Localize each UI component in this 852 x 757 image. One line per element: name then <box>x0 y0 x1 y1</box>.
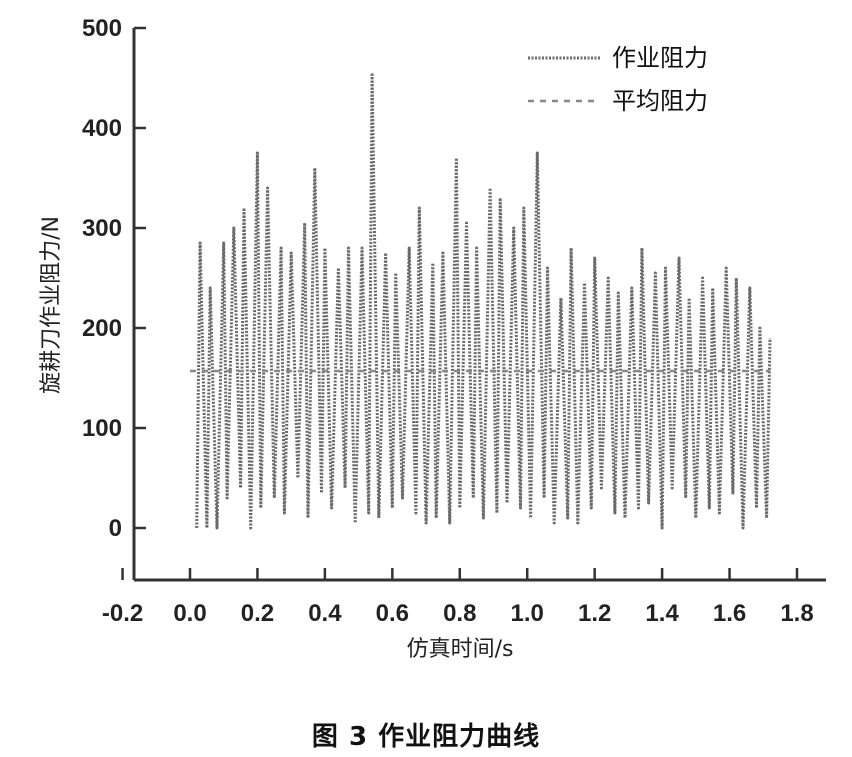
legend: 作业阻力 平均阻力 <box>528 44 708 115</box>
y-tick-label: 500 <box>82 15 122 42</box>
y-tick-label: 100 <box>82 415 122 442</box>
resistance-chart: 0 100 200 300 400 500 -0.2 0.0 0.2 0.4 0.6 0.8 1.0 1… <box>39 15 826 662</box>
x-axis-title: 仿真时间/s <box>407 637 514 662</box>
x-tick-label: 0.2 <box>241 600 274 627</box>
x-tick-label: 0.0 <box>173 600 206 627</box>
legend-label-operating-resistance: 作业阻力 <box>612 44 708 72</box>
x-tick-label: 1.2 <box>578 600 611 627</box>
y-ticks: 0 100 200 300 400 500 <box>82 15 146 542</box>
x-tick-label: 0.4 <box>308 600 342 627</box>
x-tick-label: 0.8 <box>443 600 476 627</box>
x-tick-label: 1.0 <box>511 600 544 627</box>
x-tick-label: 0.6 <box>376 600 409 627</box>
x-tick-label: -0.2 <box>102 600 143 627</box>
chart-axes <box>132 28 826 582</box>
y-tick-label: 400 <box>82 115 122 142</box>
legend-label-average-resistance: 平均阻力 <box>612 87 708 115</box>
plot-area <box>190 71 772 530</box>
x-tick-label: 1.6 <box>713 600 746 627</box>
x-tick-label: 1.8 <box>780 600 813 627</box>
x-tick-label: 1.4 <box>645 600 679 627</box>
y-tick-label: 300 <box>82 215 122 242</box>
figure-caption: 图 3 作业阻力曲线 <box>311 722 541 752</box>
y-axis-title: 旋耕刀作业阻力/N <box>39 216 64 394</box>
series-line-operating-resistance <box>195 71 772 530</box>
y-tick-label: 0 <box>109 515 122 542</box>
x-ticks: -0.2 0.0 0.2 0.4 0.6 0.8 1.0 1.2 1.4 1.6 1.8 <box>102 568 814 627</box>
y-tick-label: 200 <box>82 315 122 342</box>
